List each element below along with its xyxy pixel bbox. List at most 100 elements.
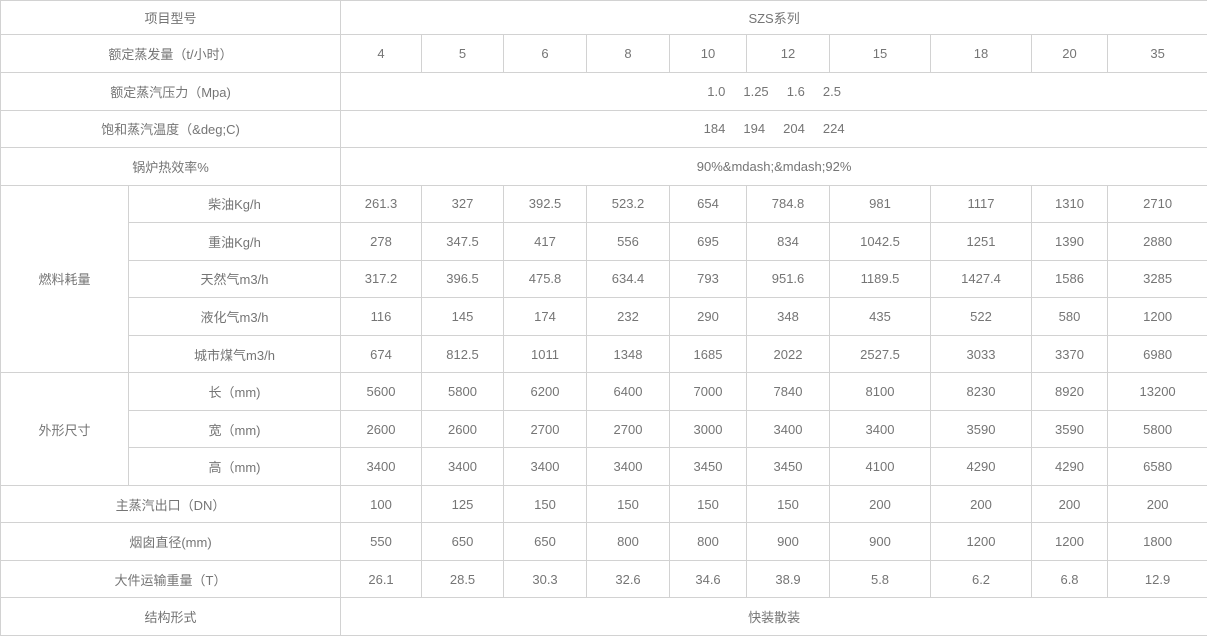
value-cell: 30.3 xyxy=(503,559,588,599)
value-cell: 10 xyxy=(669,34,748,74)
value-cell: 8920 xyxy=(1031,372,1109,411)
value-cell: 650 xyxy=(421,522,505,561)
series-header-cell: SZS系列 xyxy=(340,0,1207,36)
row-label-cell: 大件运输重量（T） xyxy=(0,559,342,599)
value-cell: 8 xyxy=(586,34,671,74)
value-cell: 150 xyxy=(503,484,588,524)
value-cell: 784.8 xyxy=(746,184,831,224)
value-cell: 392.5 xyxy=(503,184,588,224)
value-cell: 5800 xyxy=(1107,409,1207,449)
value-cell: 1251 xyxy=(930,222,1033,261)
value-cell: 6580 xyxy=(1107,447,1207,486)
value-cell: 981 xyxy=(829,184,932,224)
value-cell: 2600 xyxy=(340,409,423,449)
table-row-efficiency: 锅炉热效率% 90%&mdash;&mdash;92% xyxy=(0,147,1207,186)
value-cell: 26.1 xyxy=(340,559,423,599)
value-cell: 800 xyxy=(669,522,748,561)
value-cell: 1427.4 xyxy=(930,259,1033,299)
value-cell: 5800 xyxy=(421,372,505,411)
table-row-pressure: 额定蒸汽压力（Mpa) 1.0 1.25 1.6 2.5 xyxy=(0,72,1207,111)
value-cell: 1685 xyxy=(669,334,748,374)
value-cell: 6980 xyxy=(1107,334,1207,374)
table-row-fuel-heavy-oil: 重油Kg/h 278 347.5 417 556 695 834 1042.5 1251 139… xyxy=(1,222,1207,261)
value-cell: 232 xyxy=(586,297,671,336)
value-cell: 3400 xyxy=(829,409,932,449)
value-cell: 3285 xyxy=(1107,259,1207,299)
value-cell: 3450 xyxy=(669,447,748,486)
value-cell: 2022 xyxy=(746,334,831,374)
value-cell: 4 xyxy=(340,34,423,74)
row-label-cell: 高（mm) xyxy=(127,447,342,486)
value-cell: 200 xyxy=(930,484,1033,524)
value-cell: 634.4 xyxy=(586,259,671,299)
value-cell: 200 xyxy=(829,484,932,524)
value-cell: 396.5 xyxy=(421,259,505,299)
table-row-structure: 结构形式 快装散装 xyxy=(0,597,1207,636)
value-cell: 3590 xyxy=(1031,409,1109,449)
group-label-cell: 外形尺寸 xyxy=(0,372,129,486)
row-label-cell: 主蒸汽出口（DN） xyxy=(0,484,342,524)
value-cell: 6200 xyxy=(503,372,588,411)
table-row-temperature: 饱和蒸汽温度（&deg;C) 184 194 204 224 xyxy=(0,109,1207,149)
value-cell: 3400 xyxy=(746,409,831,449)
value-cell: 2700 xyxy=(503,409,588,449)
value-cell: 278 xyxy=(340,222,423,261)
value-cell: 348 xyxy=(746,297,831,336)
value-cell: 145 xyxy=(421,297,505,336)
value-cell: 18 xyxy=(930,34,1033,74)
value-cell: 1586 xyxy=(1031,259,1109,299)
value-cell: 834 xyxy=(746,222,831,261)
value-cell: 150 xyxy=(669,484,748,524)
value-cell: 3400 xyxy=(340,447,423,486)
span-value-cell: 快装散装 xyxy=(340,597,1207,636)
value-cell: 1200 xyxy=(1031,522,1109,561)
span-value-cell: 184 194 204 224 xyxy=(340,109,1207,149)
value-cell: 654 xyxy=(669,184,748,224)
row-label-cell: 重油Kg/h xyxy=(127,222,342,261)
row-label-cell: 项目型号 xyxy=(0,0,342,36)
value-cell: 800 xyxy=(586,522,671,561)
row-label-cell: 城市煤气m3/h xyxy=(127,334,342,374)
value-cell: 674 xyxy=(340,334,423,374)
value-cell: 5600 xyxy=(340,372,423,411)
value-cell: 1117 xyxy=(930,184,1033,224)
value-cell: 13200 xyxy=(1107,372,1207,411)
row-label-cell: 烟囱直径(mm) xyxy=(0,522,342,561)
value-cell: 3370 xyxy=(1031,334,1109,374)
value-cell: 290 xyxy=(669,297,748,336)
value-cell: 1800 xyxy=(1107,522,1207,561)
value-cell: 5 xyxy=(421,34,505,74)
table-row-fuel-lpg: 液化气m3/h 116 145 174 232 290 348 435 522 580 1200 xyxy=(1,297,1207,336)
value-cell: 3590 xyxy=(930,409,1033,449)
row-label-cell: 锅炉热效率% xyxy=(0,147,342,186)
table-row-steam-outlet: 主蒸汽出口（DN） 100 125 150 150 150 150 200 200 200 200 xyxy=(0,484,1207,524)
value-cell: 3400 xyxy=(586,447,671,486)
value-cell: 900 xyxy=(829,522,932,561)
value-cell: 38.9 xyxy=(746,559,831,599)
value-cell: 695 xyxy=(669,222,748,261)
value-cell: 522 xyxy=(930,297,1033,336)
row-label-cell: 天然气m3/h xyxy=(127,259,342,299)
value-cell: 1042.5 xyxy=(829,222,932,261)
value-cell: 6.8 xyxy=(1031,559,1109,599)
value-cell: 200 xyxy=(1107,484,1207,524)
value-cell: 174 xyxy=(503,297,588,336)
value-cell: 3400 xyxy=(421,447,505,486)
table-row-capacity: 额定蒸发量（t/小时） 4 5 6 8 10 12 15 18 20 35 xyxy=(0,34,1207,74)
value-cell: 4100 xyxy=(829,447,932,486)
value-cell: 2600 xyxy=(421,409,505,449)
value-cell: 1390 xyxy=(1031,222,1109,261)
value-cell: 7000 xyxy=(669,372,748,411)
value-cell: 20 xyxy=(1031,34,1109,74)
value-cell: 550 xyxy=(340,522,423,561)
value-cell: 8230 xyxy=(930,372,1033,411)
value-cell: 3000 xyxy=(669,409,748,449)
value-cell: 475.8 xyxy=(503,259,588,299)
value-cell: 6 xyxy=(503,34,588,74)
value-cell: 35 xyxy=(1107,34,1207,74)
table-row-dim-height: 高（mm) 3400 3400 3400 3400 3450 3450 4100 4290 42… xyxy=(1,447,1207,486)
value-cell: 6.2 xyxy=(930,559,1033,599)
row-label-cell: 长（mm) xyxy=(127,372,342,411)
value-cell: 1189.5 xyxy=(829,259,932,299)
